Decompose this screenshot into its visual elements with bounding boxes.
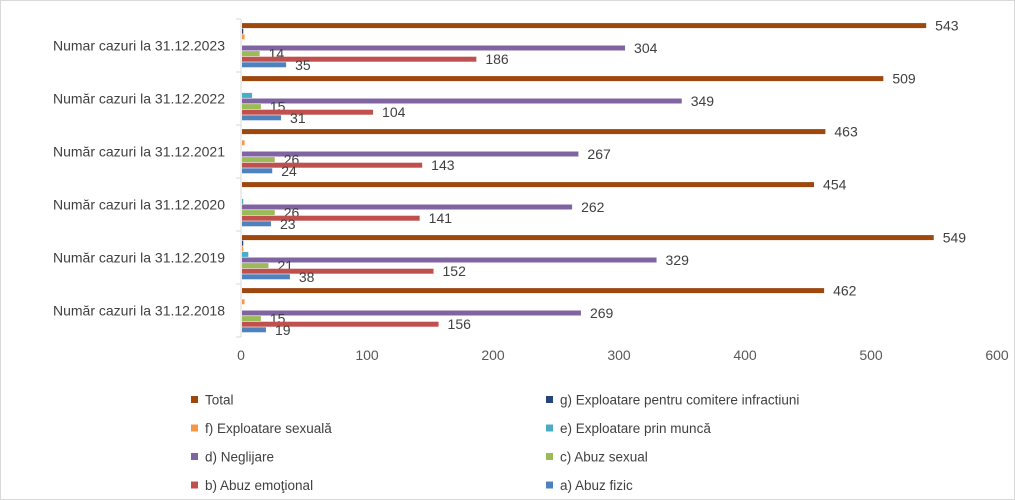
x-tick-label: 500: [859, 347, 883, 363]
bar: [242, 151, 579, 157]
bar: [242, 23, 927, 29]
bar: [242, 104, 261, 110]
data-label: 141: [429, 210, 453, 226]
data-label: 304: [634, 40, 658, 56]
category-label: Număr cazuri la 31.12.2019: [53, 250, 225, 266]
legend-label: c) Abuz sexual: [560, 450, 648, 465]
legend-swatch: [546, 396, 553, 403]
x-tick-label: 400: [733, 347, 757, 363]
bar: [242, 327, 266, 333]
bar: [242, 92, 253, 98]
data-label: 267: [587, 146, 611, 162]
bar: [242, 157, 275, 163]
category-label: Numar cazuri la 31.12.2023: [53, 38, 225, 54]
data-label: 104: [382, 104, 406, 120]
data-label: 24: [281, 163, 297, 179]
legend-label: d) Neglijare: [205, 450, 274, 465]
bar: [242, 34, 245, 40]
data-label: 262: [581, 199, 605, 215]
bar: [242, 321, 439, 327]
legend-swatch: [546, 481, 553, 489]
bar: [242, 251, 249, 257]
bar: [242, 182, 815, 188]
bar: [242, 28, 244, 34]
data-label: 35: [295, 57, 311, 73]
legend-swatch: [546, 453, 553, 460]
x-tick-label: 200: [481, 347, 505, 363]
legend-swatch: [191, 453, 198, 460]
bar: [242, 288, 825, 294]
bar: [242, 310, 581, 316]
category-label: Număr cazuri la 31.12.2021: [53, 144, 225, 160]
data-label: 156: [448, 316, 472, 332]
legend-swatch: [191, 481, 198, 489]
legend-label: e) Exploatare prin muncă: [560, 421, 711, 436]
bar: [242, 316, 261, 322]
bar: [242, 51, 260, 57]
bar: [242, 268, 434, 274]
data-label: 462: [833, 283, 857, 299]
legend-swatch: [191, 424, 198, 432]
data-label: 549: [943, 230, 967, 246]
legend-label: b) Abuz emoţional: [205, 478, 313, 493]
bar: [242, 162, 423, 168]
legend-swatch: [546, 424, 553, 432]
legend-label: f) Exploatare sexuală: [205, 421, 332, 436]
bar: [242, 210, 275, 216]
category-label: Număr cazuri la 31.12.2020: [53, 197, 225, 213]
data-label: 543: [935, 18, 959, 34]
x-tick-label: 600: [985, 347, 1009, 363]
data-label: 152: [443, 263, 467, 279]
bar: [242, 198, 244, 204]
bar: [242, 62, 287, 68]
bar: [242, 140, 245, 146]
bar: [242, 45, 626, 51]
legend-label: a) Abuz fizic: [560, 478, 633, 493]
bar: [242, 246, 244, 252]
category-label: Număr cazuri la 31.12.2018: [53, 303, 225, 319]
bar: [242, 235, 934, 241]
x-tick-label: 300: [607, 347, 631, 363]
bar: [242, 98, 682, 104]
data-label: 23: [280, 216, 296, 232]
data-label: 143: [431, 157, 455, 173]
bar: [242, 109, 374, 115]
legend-label: Total: [205, 393, 234, 408]
data-label: 38: [299, 269, 315, 285]
bar: [242, 204, 573, 210]
data-label: 463: [834, 124, 858, 140]
data-label: 509: [892, 71, 916, 87]
data-label: 454: [823, 177, 847, 193]
data-label: 349: [691, 93, 715, 109]
bar: [242, 56, 477, 62]
data-label: 186: [485, 51, 509, 67]
data-label: 269: [590, 305, 614, 321]
bar: [242, 215, 420, 221]
bar: [242, 299, 245, 305]
bar: [242, 263, 269, 269]
data-label: 31: [290, 110, 306, 126]
bar: [242, 257, 657, 263]
bar: [242, 129, 826, 135]
bar: [242, 221, 271, 227]
data-label: 19: [275, 322, 291, 338]
legend-label: g) Exploatare pentru comitere infractiun…: [560, 393, 799, 408]
bar: [242, 274, 290, 280]
x-tick-label: 0: [237, 347, 245, 363]
bar: [242, 240, 244, 246]
category-label: Număr cazuri la 31.12.2022: [53, 91, 225, 107]
bar: [242, 168, 273, 174]
legend-swatch: [191, 396, 198, 403]
data-label: 329: [666, 252, 690, 268]
bar: [242, 115, 282, 121]
bar: [242, 76, 884, 82]
x-tick-label: 100: [355, 347, 379, 363]
